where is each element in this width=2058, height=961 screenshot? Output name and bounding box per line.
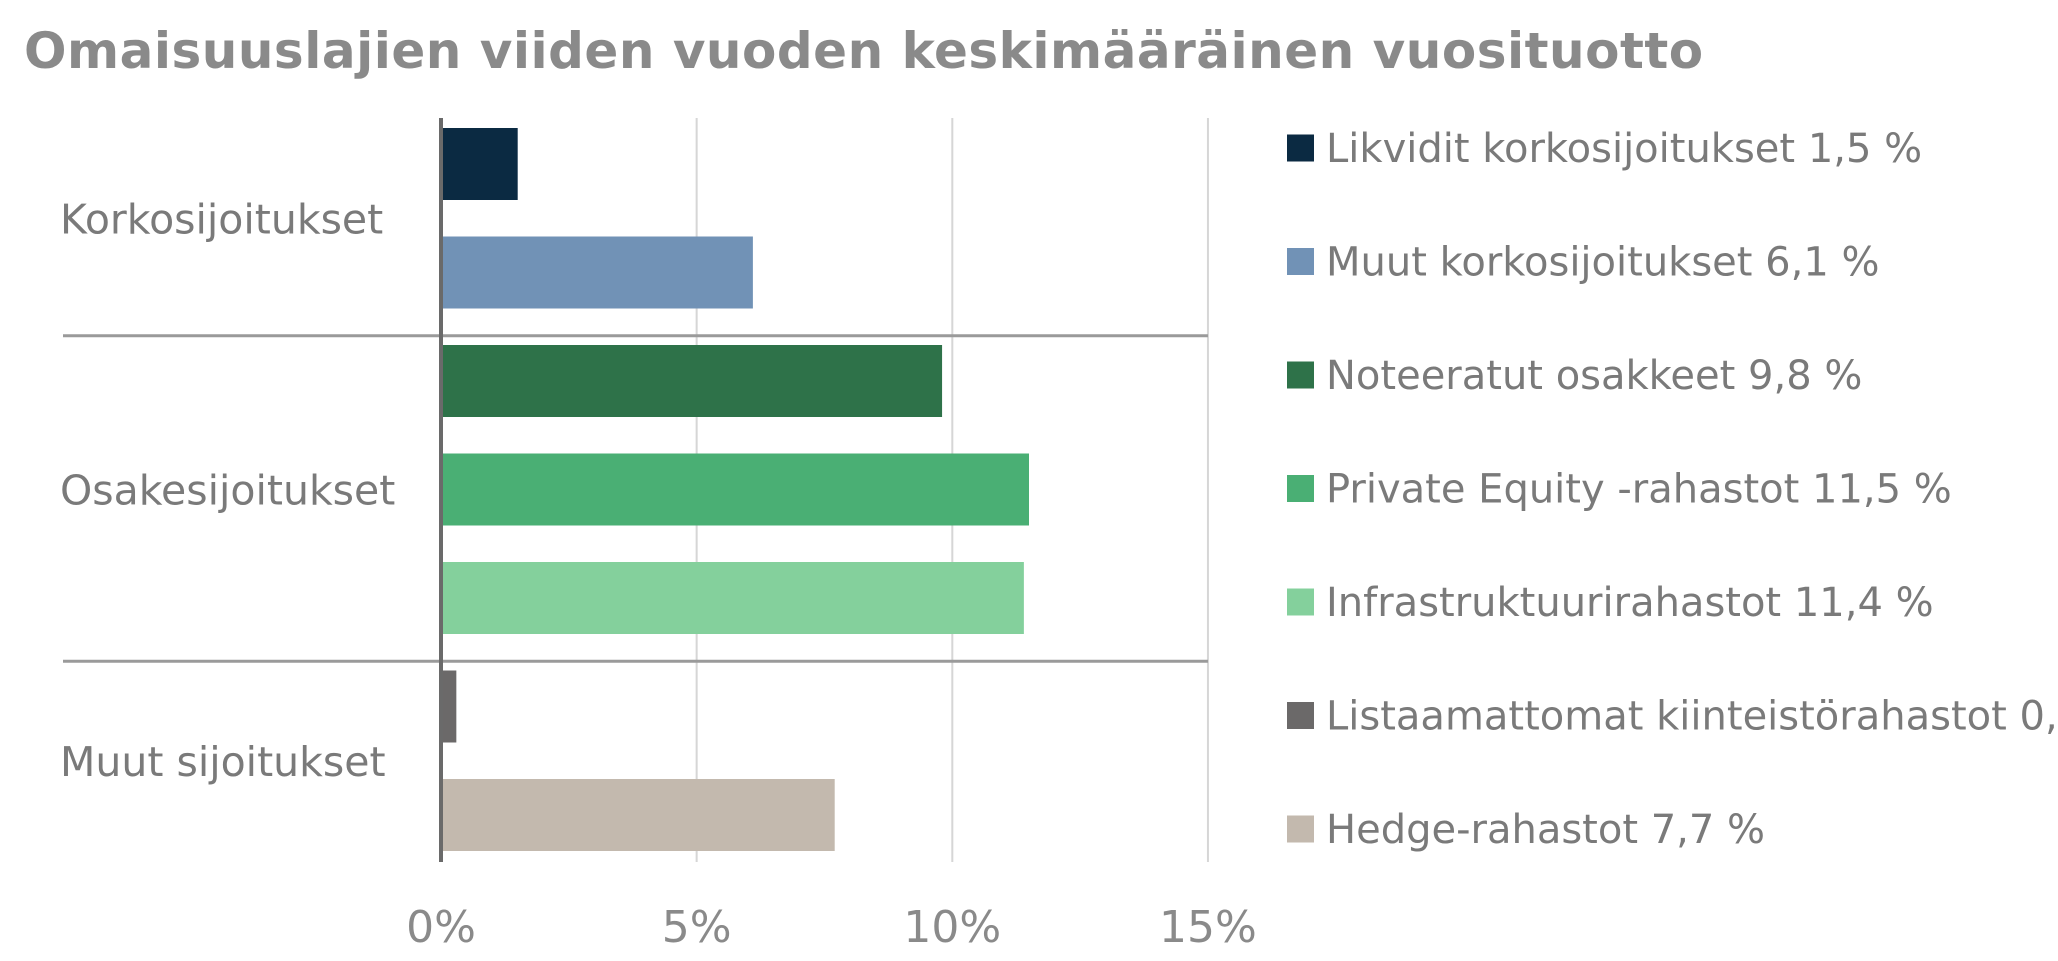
legend-swatch — [1287, 134, 1314, 162]
category-label: Muut sijoitukset — [60, 738, 386, 786]
bar — [441, 779, 835, 851]
bar — [441, 128, 518, 200]
category-labels: Korkosijoitukset Osakesijoitukset Muut sij… — [60, 195, 395, 786]
category-label: Osakesijoitukset — [60, 467, 395, 515]
bar — [441, 236, 753, 309]
legend-swatch — [1287, 248, 1314, 275]
legend-swatch — [1287, 361, 1314, 389]
legend-swatch — [1287, 815, 1314, 843]
bar — [441, 453, 1029, 526]
legend-label: Infrastruktuurirahastot 11,4 % — [1326, 580, 1934, 626]
x-tick-label: 15% — [1159, 902, 1257, 953]
x-tick-labels: 0% 5% 10% 15% — [406, 902, 1257, 953]
category-label: Korkosijoitukset — [60, 195, 383, 243]
group-separators — [63, 334, 1208, 663]
legend-label: Muut korkosijoitukset 6,1 % — [1326, 240, 1880, 286]
legend-label: Private Equity -rahastot 11,5 % — [1326, 467, 1952, 513]
legend-label: Listaamattomat kiinteistörahastot 0,3 % — [1326, 694, 2058, 740]
bar — [441, 562, 1024, 634]
legend-label: Noteeratut osakkeet 9,8 % — [1326, 353, 1862, 399]
chart-title: Omaisuuslajien viiden vuoden keskimääräi… — [24, 22, 1704, 80]
bar — [441, 345, 943, 417]
x-tick-label: 0% — [406, 902, 476, 953]
legend-swatch — [1287, 588, 1314, 616]
legend-swatch — [1287, 702, 1314, 729]
legend-swatch — [1287, 475, 1314, 502]
legend-label: Hedge-rahastot 7,7 % — [1326, 807, 1765, 853]
legend-label: Likvidit korkosijoitukset 1,5 % — [1326, 126, 1922, 172]
x-tick-label: 5% — [662, 902, 732, 953]
bars — [441, 128, 1029, 851]
legend: Likvidit korkosijoitukset 1,5 % Muut kork… — [1287, 126, 2058, 853]
x-tick-label: 10% — [903, 902, 1001, 953]
bar — [441, 670, 457, 743]
